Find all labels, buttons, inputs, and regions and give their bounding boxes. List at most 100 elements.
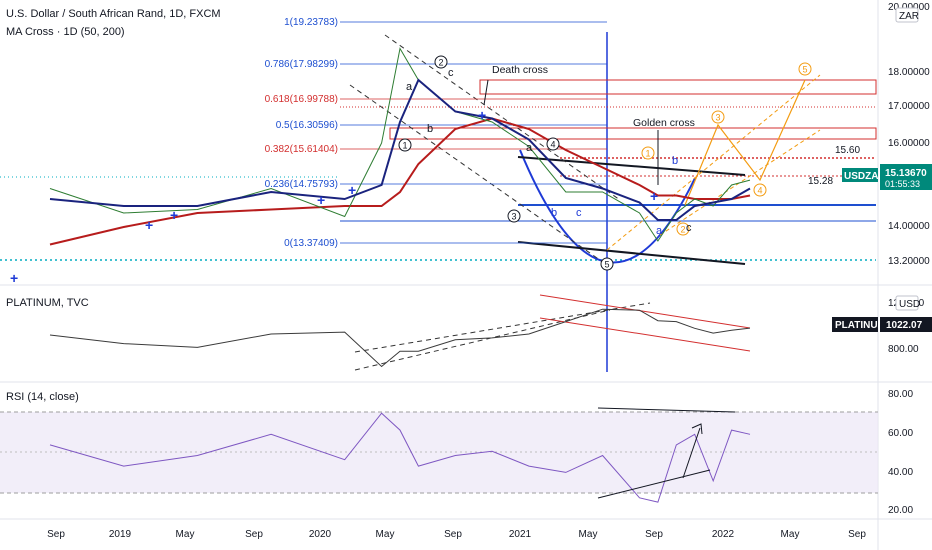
channel-lower-dashed — [349, 84, 608, 266]
wave-letter: b — [427, 123, 433, 135]
platinum-tick: 800.00 — [888, 344, 919, 355]
channel-upper-dashed — [384, 34, 621, 201]
platinum-symbol-text: PLATINUM — [835, 320, 886, 331]
ma-cross-marker: + — [145, 217, 153, 233]
projected-wave-label-circle — [753, 183, 767, 197]
projected-wave-label: 4 — [757, 186, 762, 196]
death-cross-pointer — [483, 79, 489, 106]
golden-cross-label: Golden cross — [633, 117, 695, 129]
fib-levels: 1(19.23783) 0.786(17.98299) 0.618(16.99788… — [265, 17, 607, 249]
rsi-trendline-top — [597, 407, 736, 413]
projected-wave-label-circle — [798, 62, 812, 76]
time-axis-label: 2021 — [509, 529, 532, 540]
platinum-title[interactable]: PLATINUM, TVC — [6, 297, 89, 309]
projected-wave-label: 2 — [680, 225, 685, 235]
currency-label: ZAR — [899, 11, 919, 22]
symbol-badge-text: USDZAR — [844, 171, 886, 182]
usd-currency-badge[interactable] — [895, 295, 919, 311]
price-badge — [880, 164, 932, 190]
wave-label-circle — [434, 55, 448, 69]
ma-cross-marker: + — [170, 207, 178, 223]
platinum-pane: PLATINUM, TVC 1200.00 USD 800.00 PLATINU… — [6, 294, 932, 371]
currency-badge[interactable] — [895, 7, 919, 23]
ma-cross-marker: + — [478, 107, 486, 123]
fib-level-label: 0(13.37409) — [284, 238, 338, 249]
indicator-legend[interactable]: MA Cross · 1D (50, 200) — [6, 26, 125, 38]
platinum-channel-upper — [354, 302, 651, 353]
rsi-arrow-head — [691, 423, 703, 435]
time-axis-label: 2019 — [109, 529, 132, 540]
wave-letter: a — [406, 81, 413, 93]
fib-level-label: 1(19.23783) — [284, 17, 338, 28]
ma-cross-marker: + — [650, 188, 658, 204]
time-axis: Sep 2019 May Sep 2020 May Sep 2021 May Sep 2022 May… — [47, 529, 866, 540]
annotations: Death cross Golden cross 1 2 3 4 5 1 2 3 4 5 a b c… — [398, 55, 860, 271]
ma200-line — [49, 117, 751, 246]
time-axis-label: 2022 — [712, 529, 735, 540]
platinum-channel-lower — [354, 309, 611, 371]
rsi-tick: 20.00 — [888, 505, 913, 516]
platinum-downchannel-upper — [539, 294, 751, 329]
wave-label: 5 — [604, 260, 609, 270]
price-badge-value: 15.13670 — [885, 168, 927, 179]
resistance-zone-upper — [479, 79, 877, 95]
time-axis-label: Sep — [444, 529, 462, 540]
resistance-zone-lower — [389, 127, 877, 140]
wave-letter: a — [526, 142, 533, 154]
platinum-value-badge — [880, 317, 932, 332]
projected-wave-label: 5 — [802, 65, 807, 75]
wave-letter: c — [576, 207, 582, 219]
ma-cross-marker: + — [317, 192, 325, 208]
wave-label-circle — [398, 138, 412, 152]
rsi-tick: 40.00 — [888, 467, 913, 478]
fib-level-label: 0.5(16.30596) — [276, 120, 338, 131]
time-axis-label: Sep — [47, 529, 65, 540]
level-label-15-28: 15.28 — [808, 176, 833, 187]
price-tick: 17.00000 — [888, 101, 930, 112]
chart-title[interactable]: U.S. Dollar / South African Rand, 1D, FX… — [6, 8, 221, 20]
main-price-axis: 20.00000 ZAR 18.00000 17.00000 16.00000 … — [842, 2, 932, 267]
wave-label-circle — [600, 257, 614, 271]
wave-label: 3 — [511, 212, 516, 222]
wave-letter: a — [656, 225, 663, 237]
price-tick: 18.00000 — [888, 67, 930, 78]
platinum-value-text: 1022.07 — [886, 320, 923, 331]
wave-letter: c — [686, 222, 692, 234]
trendline-bottom — [517, 241, 746, 265]
time-axis-label: May — [176, 529, 195, 540]
projected-wave-label-circle — [676, 222, 690, 236]
price-tick: 16.00000 — [888, 138, 930, 149]
platinum-symbol-badge — [832, 317, 878, 332]
projection-channel-upper — [606, 74, 821, 251]
ma-cross-marker: + — [10, 270, 18, 286]
platinum-line — [49, 308, 751, 368]
rsi-title[interactable]: RSI (14, close) — [6, 391, 79, 403]
time-axis-label: Sep — [245, 529, 263, 540]
projected-wave-label: 1 — [645, 149, 650, 159]
death-cross-label: Death cross — [492, 64, 548, 76]
fib-level-label: 0.618(16.99788) — [265, 94, 338, 105]
wave-label: 4 — [550, 140, 555, 150]
projected-wave-label: 3 — [715, 113, 720, 123]
wave-letter: b — [672, 155, 678, 167]
time-axis-label: May — [376, 529, 395, 540]
symbol-badge — [842, 168, 878, 182]
rsi-trendline-bottom — [597, 469, 711, 499]
time-axis-label: Sep — [848, 529, 866, 540]
rsi-tick: 60.00 — [888, 428, 913, 439]
projected-wave-label-circle — [711, 110, 725, 124]
projection-wave-path — [684, 79, 806, 206]
projected-wave-label-circle — [641, 146, 655, 160]
rsi-tick: 80.00 — [888, 389, 913, 400]
fib-level-label: 0.236(14.75793) — [265, 179, 338, 190]
projected-wave-labels: 1 2 3 4 5 — [641, 62, 812, 236]
rsi-arrow-shaft — [682, 427, 701, 479]
price-tick: 13.20000 — [888, 256, 930, 267]
ma-cross-marker: + — [348, 182, 356, 198]
rsi-pane: RSI (14, close) 80.00 60.00 40.00 20.00 — [0, 389, 913, 516]
level-label-15-60: 15.60 — [835, 145, 860, 156]
wave-letter: b — [551, 207, 557, 219]
wave-letter: c — [448, 67, 454, 79]
price-tick: 14.00000 — [888, 221, 930, 232]
